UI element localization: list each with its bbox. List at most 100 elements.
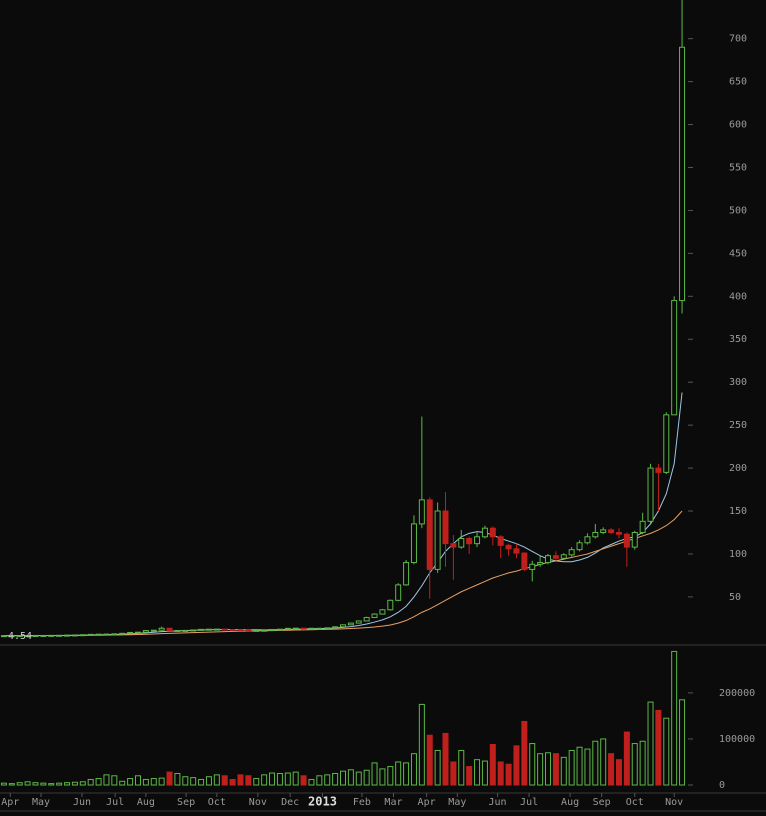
volume-bar: [537, 753, 544, 786]
candle-body: [387, 599, 394, 611]
candle-body: [213, 628, 220, 631]
volume-bar: [631, 743, 638, 786]
candle-body: [395, 584, 402, 601]
candle-body: [150, 629, 157, 632]
volume-bar: [647, 701, 654, 786]
candle-body: [166, 627, 173, 632]
candle-body: [426, 499, 433, 570]
volume-bar: [552, 753, 559, 786]
volume-bar: [418, 703, 425, 786]
candle-body: [355, 620, 362, 624]
candle-body: [529, 563, 536, 570]
volume-bar: [671, 650, 678, 786]
candle-body: [560, 554, 567, 559]
candle-body: [639, 520, 646, 533]
candle-body: [261, 629, 268, 632]
price-label: 4.54: [8, 631, 32, 642]
x-tick-label: Oct: [208, 797, 226, 808]
axes: 50 100 150 200 250 300 350 400 450 500 550 600 650 70…: [1, 34, 755, 809]
x-tick-label: Sep: [593, 797, 611, 808]
candle-body: [71, 634, 78, 637]
candle-body: [521, 552, 528, 570]
y-tick-label: 450: [729, 248, 747, 259]
candle-body: [537, 562, 544, 565]
candle-body: [608, 529, 615, 533]
volume-bar: [71, 781, 78, 786]
y-tick-label: 300: [729, 377, 747, 388]
x-tick-label: May: [32, 797, 50, 808]
candle-body: [324, 627, 331, 630]
candle-body: [568, 549, 575, 556]
y-tick-label: 550: [729, 162, 747, 173]
candle-body: [158, 627, 165, 631]
volume-bar: [355, 771, 362, 786]
volume-bar: [40, 782, 47, 786]
volume-bar: [466, 766, 473, 786]
volume-bar: [166, 771, 173, 786]
candle-body: [592, 531, 599, 538]
volume-bar: [213, 774, 220, 786]
candle-body: [16, 635, 23, 638]
volume-bar: [332, 772, 339, 786]
volume-bar: [0, 782, 7, 786]
volume-bar: [221, 775, 228, 786]
volume-bar: [32, 782, 39, 786]
volume-bar: [79, 781, 86, 786]
volume-bar: [237, 774, 244, 786]
candle-body: [205, 628, 212, 631]
volume-bar: [426, 734, 433, 786]
candle-body: [276, 628, 283, 631]
volume-bar: [505, 763, 512, 786]
y-tick-label: 700: [729, 34, 747, 45]
candle-body: [87, 633, 94, 636]
y-tick-label: 50: [729, 592, 741, 603]
volume-bar: [592, 740, 599, 786]
volume-bar: [174, 772, 181, 786]
candle-body: [671, 300, 678, 416]
x-tick-label: Aug: [137, 797, 155, 808]
candle-body: [332, 626, 339, 629]
volume-bar: [150, 778, 157, 786]
candle-body: [142, 630, 149, 633]
volume-bar: [639, 740, 646, 786]
y-tick-label: 150: [729, 506, 747, 517]
volume-bar: [474, 759, 481, 786]
candle-body: [300, 627, 307, 630]
volume-bar: [182, 776, 189, 786]
volume-bar: [410, 753, 417, 786]
x-tick-label: Mar: [384, 797, 402, 808]
candle-body: [466, 538, 473, 545]
candle-body: [489, 527, 496, 538]
volume-bar: [655, 709, 662, 786]
volume-bar: [261, 774, 268, 786]
volume-bar: [450, 761, 457, 786]
volume-bar: [403, 762, 410, 786]
volume-bar: [300, 775, 307, 786]
candle-body: [64, 634, 71, 637]
volume-bar: [387, 766, 394, 786]
volume-bar: [395, 761, 402, 786]
candle-body: [127, 631, 134, 634]
candle-body: [584, 536, 591, 544]
volume-bar: [584, 748, 591, 786]
volume-bar: [442, 732, 449, 786]
candle-body: [174, 629, 181, 632]
x-tick-label: Jul: [106, 797, 124, 808]
x-tick-label: Jul: [520, 797, 538, 808]
candle-body: [450, 543, 457, 548]
volume-bar: [95, 778, 102, 786]
candle-body: [418, 499, 425, 525]
volume-bar: [576, 746, 583, 786]
y-tick-label: 500: [729, 205, 747, 216]
volume-bar: [103, 774, 110, 786]
candle-body: [434, 510, 441, 570]
x-tick-label: 2013: [308, 795, 337, 809]
volume-bar: [48, 783, 55, 786]
candle-body: [284, 627, 291, 630]
candle-body: [679, 46, 686, 302]
x-tick-label: Jun: [489, 797, 507, 808]
volume-bar: [489, 743, 496, 786]
candle-body: [442, 510, 449, 545]
candle-body: [410, 523, 417, 564]
